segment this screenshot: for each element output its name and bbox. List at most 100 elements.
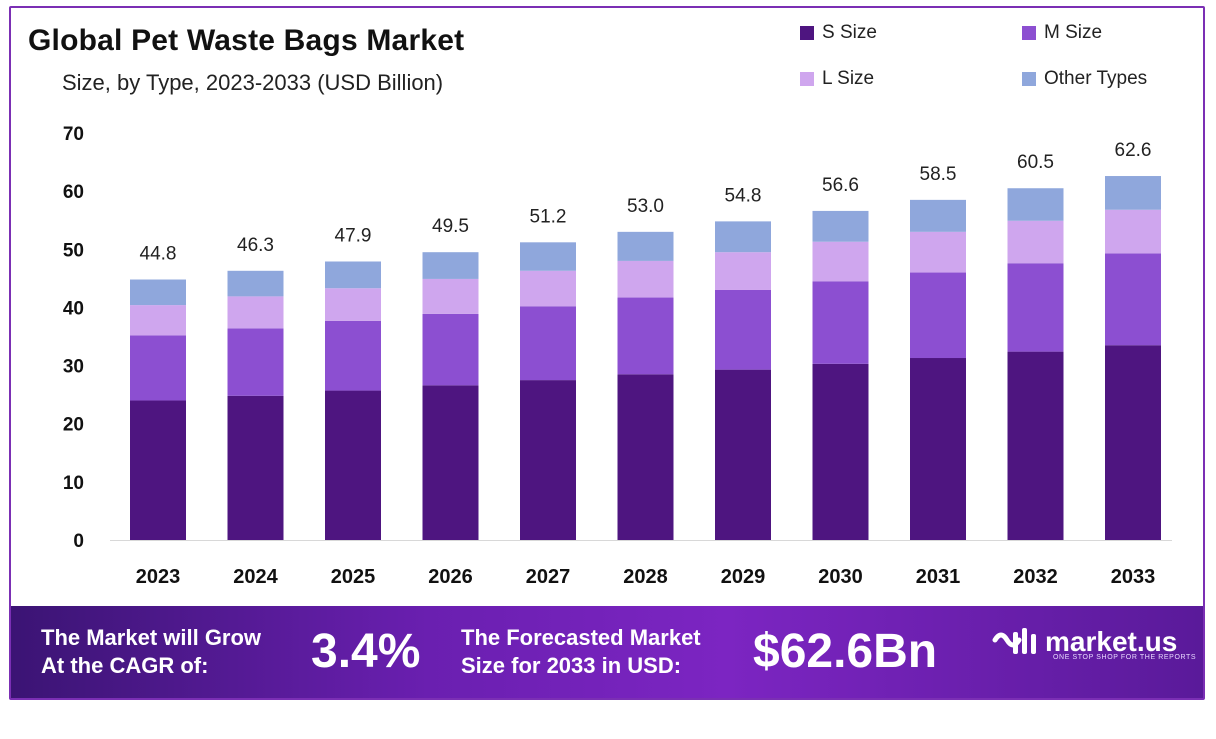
legend-item-s-size: S Size: [800, 22, 877, 44]
bar-segment-s-size: [812, 363, 869, 540]
bar-total-label: 56.6: [822, 175, 859, 196]
x-tick-label: 2031: [916, 566, 961, 588]
x-tick-label: 2030: [818, 566, 863, 588]
bar-segment-l-size: [910, 231, 966, 273]
bar-segment-l-size: [325, 288, 381, 321]
cagr-label-line2: At the CAGR of:: [41, 653, 209, 678]
bar-segment-s-size: [227, 395, 284, 540]
x-tick-label: 2023: [136, 566, 181, 588]
x-tick-label: 2025: [331, 566, 376, 588]
x-tick-label: 2029: [721, 566, 766, 588]
legend-swatch-l-size: [800, 72, 814, 86]
bar-total-label: 58.5: [920, 164, 957, 185]
bar-segment-m-size: [910, 272, 966, 359]
bar-total-label: 49.5: [432, 216, 469, 237]
bar-segment-s-size: [1105, 345, 1161, 540]
forecast-label-line2: Size for 2033 in USD:: [461, 653, 682, 678]
chart-subtitle: Size, by Type, 2023-2033 (USD Billion): [62, 70, 444, 95]
bar-segment-other-types: [130, 279, 186, 306]
bar-total-label: 46.3: [237, 235, 274, 256]
bar-segment-s-size: [1007, 351, 1064, 540]
bar-segment-other-types: [227, 270, 284, 297]
bar-segment-m-size: [325, 320, 381, 391]
bar-segment-s-size: [325, 390, 381, 540]
cagr-label: The Market will Grow At the CAGR of:: [41, 624, 261, 680]
legend-label-s-size: S Size: [822, 22, 877, 43]
y-tick-label: 20: [63, 415, 84, 436]
bar-segment-other-types: [715, 221, 771, 253]
legend-swatch-s-size: [800, 26, 814, 40]
y-tick-label: 0: [73, 531, 84, 552]
bar-segment-m-size: [617, 297, 674, 375]
bar-segment-m-size: [422, 313, 479, 386]
legend-item-m-size: M Size: [1022, 22, 1102, 44]
chart-title: Global Pet Waste Bags Market: [28, 24, 465, 57]
legend-item-l-size: L Size: [800, 68, 874, 90]
bar-total-label: 51.2: [530, 206, 567, 227]
bar-segment-s-size: [617, 374, 674, 540]
bar-segment-l-size: [617, 260, 674, 298]
bar-segment-s-size: [130, 400, 186, 540]
bar-segment-m-size: [1007, 263, 1064, 352]
bar-segment-other-types: [1105, 176, 1161, 210]
y-tick-label: 70: [63, 124, 84, 145]
chart-frame: [9, 6, 1205, 700]
bar-segment-s-size: [910, 358, 966, 540]
legend-label-m-size: M Size: [1044, 22, 1103, 43]
bar-segment-other-types: [325, 261, 381, 289]
bar-segment-l-size: [422, 278, 479, 314]
legend-item-other-types: Other Types: [1022, 68, 1147, 90]
bar-segment-other-types: [422, 252, 479, 279]
y-tick-label: 60: [63, 182, 84, 203]
y-tick-label: 10: [63, 473, 84, 494]
x-tick-label: 2026: [428, 566, 473, 588]
bar-total-label: 47.9: [335, 225, 372, 246]
forecast-value: $62.6Bn: [753, 625, 938, 678]
cagr-value: 3.4%: [311, 625, 421, 678]
legend-swatch-other-types: [1022, 72, 1036, 86]
bar-segment-other-types: [910, 199, 966, 232]
bar-segment-s-size: [715, 369, 771, 540]
cagr-label-line1: The Market will Grow: [41, 625, 262, 650]
bar-segment-s-size: [422, 385, 479, 540]
bar-segment-m-size: [812, 281, 869, 364]
bar-segment-l-size: [715, 252, 771, 290]
summary-banner: The Market will Grow At the CAGR of: 3.4…: [11, 606, 1203, 698]
legend-swatch-m-size: [1022, 26, 1036, 40]
legend-label-other-types: Other Types: [1044, 68, 1148, 89]
bar-total-label: 62.6: [1115, 140, 1152, 161]
bar-segment-other-types: [1007, 188, 1064, 221]
forecast-label-line1: The Forecasted Market: [461, 625, 701, 650]
bar-segment-l-size: [1105, 209, 1161, 254]
brand-logo: market.us: [991, 622, 1177, 662]
y-tick-label: 50: [63, 240, 84, 261]
bar-segment-m-size: [715, 289, 771, 370]
bar-segment-other-types: [812, 210, 869, 242]
x-tick-label: 2033: [1111, 566, 1156, 588]
bar-total-label: 44.8: [140, 244, 177, 265]
x-tick-label: 2024: [233, 566, 278, 588]
x-tick-label: 2027: [526, 566, 571, 588]
bar-total-label: 54.8: [725, 185, 762, 206]
bar-total-label: 53.0: [627, 196, 664, 217]
brand-tagline: ONE STOP SHOP FOR THE REPORTS: [1053, 654, 1197, 661]
bar-segment-m-size: [227, 328, 284, 396]
bar-segment-other-types: [520, 242, 576, 271]
legend-label-l-size: L Size: [822, 68, 875, 89]
bar-segment-other-types: [617, 231, 674, 261]
bar-segment-s-size: [520, 380, 576, 540]
bar-segment-l-size: [130, 305, 186, 336]
y-tick-label: 40: [63, 298, 84, 319]
y-tick-label: 30: [63, 357, 84, 378]
forecast-label: The Forecasted Market Size for 2033 in U…: [461, 624, 701, 680]
bar-segment-l-size: [1007, 220, 1064, 264]
bar-segment-l-size: [227, 296, 284, 329]
bar-segment-m-size: [1105, 253, 1161, 346]
bar-segment-m-size: [520, 306, 576, 381]
bar-segment-l-size: [812, 241, 869, 282]
x-tick-label: 2028: [623, 566, 668, 588]
x-tick-label: 2032: [1013, 566, 1058, 588]
bar-segment-m-size: [130, 335, 186, 401]
market-us-logo-icon: [992, 628, 1036, 654]
